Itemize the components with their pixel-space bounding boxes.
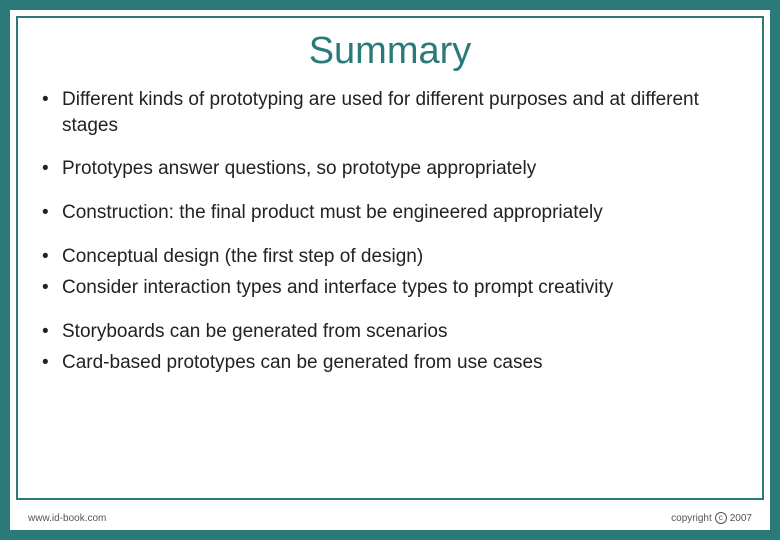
slide-outer-frame: Summary Different kinds of prototyping a… (10, 10, 770, 530)
copyright-year: 2007 (730, 513, 752, 524)
bullet-list: Different kinds of prototyping are used … (38, 87, 742, 376)
bullet-item: Storyboards can be generated from scenar… (38, 319, 742, 345)
bullet-item: Different kinds of prototyping are used … (38, 87, 742, 138)
copyright-icon: c (715, 512, 727, 524)
footer-url: www.id-book.com (28, 513, 106, 524)
bullet-item: Consider interaction types and interface… (38, 275, 742, 301)
bullet-item: Conceptual design (the first step of des… (38, 244, 742, 270)
bullet-item: Construction: the final product must be … (38, 200, 742, 226)
slide-footer: www.id-book.com copyright c 2007 (28, 512, 752, 524)
copyright-label: copyright (671, 513, 712, 524)
bullet-item: Prototypes answer questions, so prototyp… (38, 156, 742, 182)
slide-content-frame: Summary Different kinds of prototyping a… (16, 16, 764, 500)
footer-copyright: copyright c 2007 (671, 512, 752, 524)
slide-title: Summary (38, 30, 742, 73)
bullet-item: Card-based prototypes can be generated f… (38, 350, 742, 376)
